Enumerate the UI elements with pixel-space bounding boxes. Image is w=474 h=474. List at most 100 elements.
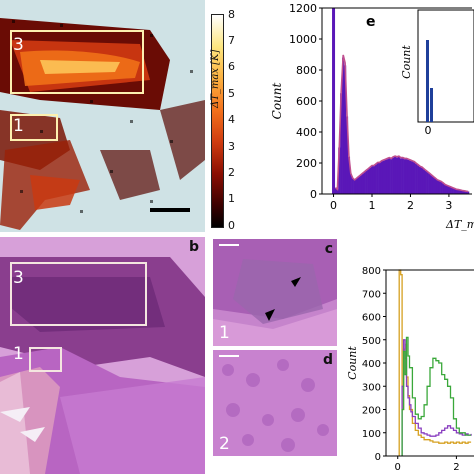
roi-box-3 (10, 262, 147, 326)
colorbar-tick: 7 (228, 34, 235, 47)
histogram-bar (334, 187, 337, 194)
histogram-bar (463, 190, 466, 194)
histogram-bar (374, 164, 377, 194)
roi-label-1: 1 (13, 344, 24, 364)
roi-box-1 (29, 347, 62, 372)
y-tick-label: 400 (296, 126, 317, 139)
panel-d: d 2 (213, 350, 337, 456)
histology-image-d (213, 350, 337, 456)
x-tick-label: 2 (407, 199, 414, 212)
histogram-bar (442, 183, 445, 194)
y-tick-label: 500 (362, 336, 381, 347)
histogram-bar (449, 187, 452, 194)
histogram-bar (357, 176, 360, 194)
inset-y-label: Count (400, 45, 413, 79)
inset-bar (426, 40, 429, 122)
histogram-bar (382, 160, 385, 194)
roi-label-2: 2 (219, 434, 230, 454)
colorbar-tick: 6 (228, 60, 235, 73)
histogram-bar (447, 186, 451, 194)
colorbar-tick: 2 (228, 166, 235, 179)
histogram-bar (461, 190, 464, 194)
histogram-bar (432, 176, 435, 194)
histogram-bar (399, 158, 402, 194)
x-tick-label: 2 (453, 462, 459, 473)
histogram-bar (397, 156, 401, 194)
x-tick-label: 1 (369, 199, 376, 212)
roi-box-3 (10, 30, 144, 94)
y-axis-label: Count (346, 346, 359, 380)
fit-curve (334, 54, 469, 193)
histogram-bar (467, 191, 470, 194)
y-tick-label: 400 (362, 359, 381, 370)
roi-label-3: 3 (13, 268, 24, 288)
histogram-bar (401, 158, 404, 194)
histogram-bar (409, 160, 412, 194)
y-tick-label: 200 (362, 406, 381, 417)
panel-letter-c: c (324, 241, 333, 257)
histogram-bar (368, 167, 372, 194)
histogram-bar (455, 189, 458, 194)
colorbar-tick: 0 (228, 219, 235, 232)
histogram-bar (345, 116, 349, 194)
y-tick-label: 300 (362, 382, 381, 393)
panel-letter-e: e (366, 14, 376, 30)
y-tick-label: 1000 (289, 33, 317, 46)
histogram-bar (392, 157, 395, 194)
histogram-bar (434, 178, 437, 194)
histogram-bar (370, 166, 374, 194)
colorbar-ticks: 8 7 6 5 4 3 2 1 0 (228, 8, 248, 233)
histogram-bar (340, 93, 343, 194)
histogram-bar (365, 170, 368, 194)
histogram-bar (420, 167, 424, 194)
histogram-bar (417, 165, 420, 194)
colorbar-label: ΔT_max [K] (210, 49, 221, 108)
colorbar-tick: 1 (228, 192, 235, 205)
histogram-bar (459, 190, 462, 194)
histogram-bar (428, 173, 431, 194)
panel-letter-d: d (322, 352, 333, 368)
histogram-bar (359, 175, 362, 194)
y-tick-label: 0 (310, 188, 317, 201)
histogram-bar (440, 181, 443, 194)
roi-label-1: 1 (219, 323, 230, 343)
histogram-bar (390, 159, 393, 194)
y-tick-label: 600 (362, 313, 381, 324)
y-tick-label: 700 (362, 289, 381, 300)
panel-a: 3 1 (0, 0, 205, 232)
y-tick-label: 1200 (289, 2, 317, 15)
histogram-bar (361, 173, 364, 194)
histogram-bar (343, 65, 347, 194)
histogram-bar (388, 158, 391, 194)
histogram-bar (349, 173, 352, 194)
y-tick-label: 600 (296, 95, 317, 108)
inset-bar (430, 88, 433, 122)
histology-image-c (213, 239, 337, 346)
histogram-bar (436, 180, 439, 194)
histogram-bar (403, 159, 406, 194)
histogram-bar (393, 156, 397, 194)
histogram-bar (465, 191, 468, 194)
inset-x-tick: 0 (425, 124, 432, 137)
histogram-bar (418, 166, 422, 194)
histogram-bar (386, 159, 389, 194)
histogram-bar (332, 8, 336, 194)
panel-letter-b: b (188, 239, 199, 255)
y-tick-label: 800 (296, 64, 317, 77)
histogram-bar (363, 172, 366, 194)
y-tick-label: 200 (296, 157, 317, 170)
histogram-bar (376, 163, 379, 194)
y-tick-label: 100 (362, 429, 381, 440)
roi-label-3: 3 (13, 35, 24, 55)
histogram-bar (338, 147, 341, 194)
roi-label-1: 1 (13, 116, 24, 136)
histogram-bar (355, 178, 358, 194)
histogram-bar (380, 161, 383, 194)
panel-c: c 1 (213, 239, 337, 346)
histogram-bar (342, 57, 345, 194)
colorbar (211, 14, 224, 228)
panel-e-chart: 1200100080060040020000123CountΔT_meCount… (270, 2, 474, 231)
histogram-bar (367, 169, 370, 194)
histogram-bar (353, 180, 356, 194)
histogram-bar (336, 189, 339, 194)
